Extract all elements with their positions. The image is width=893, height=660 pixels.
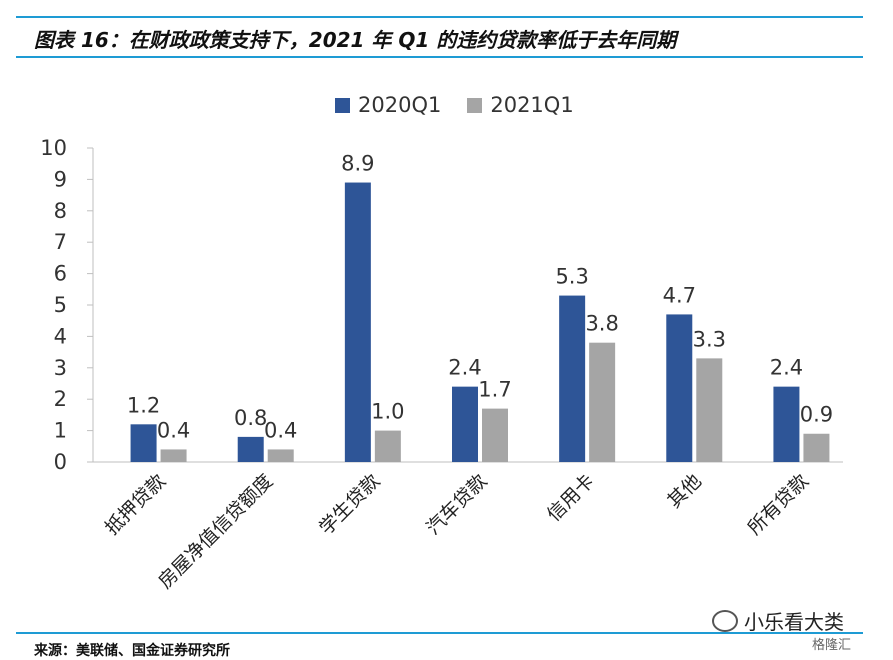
x-tick-label: 房屋净值信贷额度: [154, 470, 277, 593]
data-label-2020q1-6: 2.4: [770, 356, 803, 380]
data-label-2021q1-6: 0.9: [800, 403, 833, 427]
y-tick-label: 7: [54, 230, 67, 254]
legend-item-2021q1: 2021Q1: [467, 93, 574, 117]
legend-label-2021q1: 2021Q1: [490, 93, 574, 117]
y-tick-label: 9: [54, 167, 67, 191]
data-label-2021q1-1: 0.4: [264, 418, 297, 442]
bar-2021q1-6: [803, 433, 830, 462]
y-tick-label: 0: [54, 450, 67, 474]
y-tick-label: 6: [54, 262, 67, 286]
legend-label-2020q1: 2020Q1: [358, 93, 442, 117]
bar-2020q1-5: [666, 314, 693, 462]
y-tick-label: 10: [40, 136, 67, 160]
bar-2020q1-2: [344, 182, 371, 463]
bar-2020q1-0: [130, 424, 157, 462]
legend-item-2020q1: 2020Q1: [335, 93, 441, 117]
bar-2021q1-0: [160, 449, 187, 462]
legend-swatch-2020q1: [335, 97, 350, 113]
x-tick-label: 抵押贷款: [101, 470, 170, 539]
y-tick-label: 8: [54, 199, 67, 223]
y-tick-label: 3: [54, 356, 67, 380]
data-label-2020q1-4: 5.3: [555, 265, 588, 289]
data-label-2020q1-0: 1.2: [127, 393, 160, 417]
x-tick-label: 汽车贷款: [422, 470, 491, 539]
bar-2021q1-1: [267, 449, 294, 462]
bar-2021q1-3: [482, 408, 508, 462]
source-note: 来源：美联储、国金证券研究所: [34, 643, 230, 659]
data-label-2020q1-1: 0.8: [234, 406, 267, 430]
y-tick-label: 5: [54, 293, 67, 317]
data-label-2020q1-5: 4.7: [663, 283, 696, 307]
bar-2020q1-6: [773, 386, 800, 462]
bar-2020q1-3: [452, 386, 478, 462]
footer-divider: [16, 632, 863, 634]
data-label-2021q1-3: 1.7: [478, 378, 511, 402]
y-tick-label: 2: [54, 387, 67, 411]
data-label-2021q1-5: 3.3: [693, 327, 726, 351]
watermark-text: 小乐看大类: [744, 610, 844, 634]
bar-2020q1-4: [559, 295, 586, 462]
legend: 2020Q1 2021Q1: [335, 93, 574, 117]
bar-2020q1-1: [237, 436, 264, 462]
data-label-2021q1-2: 1.0: [371, 400, 404, 424]
data-label-2021q1-0: 0.4: [157, 418, 190, 442]
data-label-2020q1-3: 2.4: [448, 356, 481, 380]
y-tick-label: 4: [54, 324, 67, 348]
data-label-2021q1-4: 3.8: [585, 312, 618, 336]
title-bar: 图表 16：在财政政策支持下，2021 年 Q1 的违约贷款率低于去年同期: [16, 16, 863, 58]
wechat-icon: [712, 609, 738, 632]
bar-2021q1-2: [374, 430, 401, 462]
chart-title: 图表 16：在财政政策支持下，2021 年 Q1 的违约贷款率低于去年同期: [34, 28, 677, 52]
watermark-secondary: 格隆汇: [812, 638, 852, 653]
data-label-2020q1-2: 8.9: [341, 152, 374, 176]
bar-2021q1-4: [589, 342, 616, 462]
x-tick-label: 所有贷款: [744, 470, 813, 539]
watermark: 小乐看大类: [712, 606, 844, 635]
x-tick-label: 其他: [663, 470, 705, 512]
x-tick-label: 信用卡: [543, 470, 599, 526]
legend-swatch-2021q1: [467, 97, 483, 113]
bar-2021q1-5: [696, 358, 723, 462]
x-tick-label: 学生贷款: [315, 470, 384, 539]
y-tick-label: 1: [54, 419, 67, 443]
